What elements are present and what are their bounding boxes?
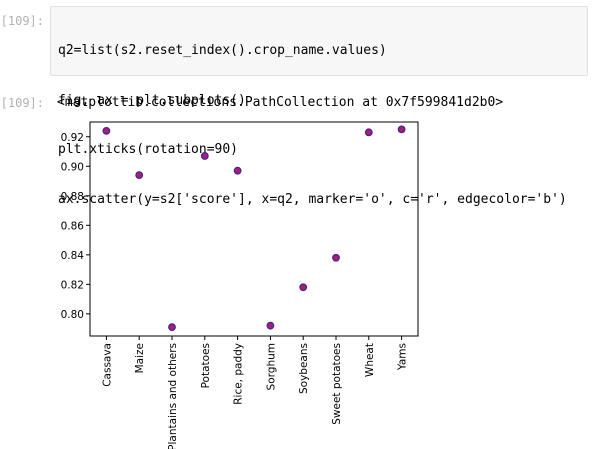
x-tick-label: Soybeans — [298, 343, 310, 394]
data-point — [398, 126, 405, 133]
x-tick-label: Yams — [397, 343, 409, 371]
x-tick-label: Sweet potatoes — [331, 343, 343, 425]
x-tick-label: Cassava — [101, 343, 113, 387]
y-tick-label: 0.92 — [61, 132, 84, 144]
data-point — [103, 127, 110, 134]
x-tick-label: Plantains and others — [167, 343, 179, 449]
data-point — [234, 167, 241, 174]
data-point — [300, 284, 307, 291]
data-point — [169, 324, 176, 331]
data-point — [267, 322, 274, 329]
x-tick-label: Maize — [134, 343, 146, 373]
x-tick-label: Wheat — [364, 343, 376, 377]
y-tick-label: 0.90 — [61, 161, 84, 173]
data-point — [136, 172, 143, 179]
data-point — [365, 129, 372, 136]
y-tick-label: 0.82 — [61, 279, 84, 291]
y-tick-label: 0.84 — [61, 250, 85, 262]
data-point — [333, 254, 340, 261]
y-tick-label: 0.86 — [61, 220, 85, 232]
x-tick-label: Potatoes — [200, 343, 212, 388]
y-tick-label: 0.88 — [61, 191, 84, 203]
y-tick-label: 0.80 — [61, 309, 84, 321]
x-tick-label: Rice, paddy — [233, 343, 245, 405]
data-point — [201, 153, 208, 160]
plot-frame — [90, 122, 418, 336]
x-tick-label: Sorghum — [265, 343, 277, 390]
